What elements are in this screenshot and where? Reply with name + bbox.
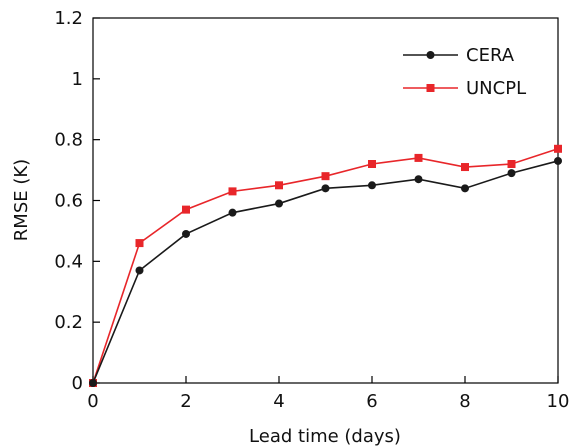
data-point-cera (275, 199, 283, 208)
y-tick-label: 0.6 (54, 191, 83, 212)
data-point-uncpl (275, 181, 283, 190)
data-point-cera (554, 156, 562, 165)
y-tick-label: 1 (72, 69, 83, 90)
x-tick-label: 2 (180, 391, 191, 412)
x-axis-ticks: 0 2 4 6 8 10 (87, 376, 569, 412)
plot-frame (92, 17, 559, 384)
series-cera (89, 156, 562, 387)
data-point-cera (321, 184, 330, 193)
data-point-uncpl (507, 160, 516, 168)
y-axis-ticks: 0 0.2 0.4 0.6 0.8 1 1.2 (54, 8, 100, 394)
data-point-uncpl (135, 239, 144, 248)
data-point-cera (507, 169, 516, 178)
data-point-uncpl (228, 187, 237, 196)
y-tick-label: 0.8 (54, 130, 83, 151)
legend-item-uncpl: UNCPL (403, 78, 526, 99)
legend-marker-uncpl (426, 84, 435, 92)
x-axis-title: Lead time (days) (249, 426, 401, 447)
y-tick-label: 0.4 (54, 251, 83, 272)
data-point-uncpl (554, 144, 562, 153)
data-point-uncpl (414, 153, 423, 162)
x-tick-label: 10 (547, 391, 570, 412)
data-point-cera (461, 184, 469, 193)
data-point-uncpl (461, 163, 469, 172)
data-point-uncpl (368, 160, 376, 168)
x-tick-label: 8 (459, 391, 470, 412)
series-uncpl (89, 144, 562, 387)
legend: CERA UNCPL (403, 45, 526, 99)
data-point-uncpl (321, 172, 330, 181)
x-tick-label: 4 (273, 391, 284, 412)
x-tick-label: 0 (87, 391, 98, 412)
legend-item-cera: CERA (403, 45, 515, 66)
data-point-uncpl (182, 205, 190, 214)
data-point-cera (368, 181, 376, 190)
x-tick-label: 6 (366, 391, 377, 412)
series-line-uncpl (92, 148, 559, 384)
y-tick-label: 1.2 (54, 8, 83, 29)
data-point-cera (89, 379, 97, 387)
data-point-cera (182, 229, 190, 238)
series-line-cera (92, 160, 559, 384)
data-point-cera (135, 266, 144, 275)
y-tick-label: 0 (72, 373, 83, 394)
y-tick-label: 0.2 (54, 312, 83, 333)
series-layer (89, 144, 562, 387)
data-point-cera (414, 175, 423, 184)
y-axis-title: RMSE (K) (11, 159, 32, 241)
legend-marker-cera (426, 51, 435, 59)
legend-label-cera: CERA (466, 45, 515, 66)
legend-label-uncpl: UNCPL (466, 78, 526, 99)
data-point-cera (228, 208, 237, 217)
